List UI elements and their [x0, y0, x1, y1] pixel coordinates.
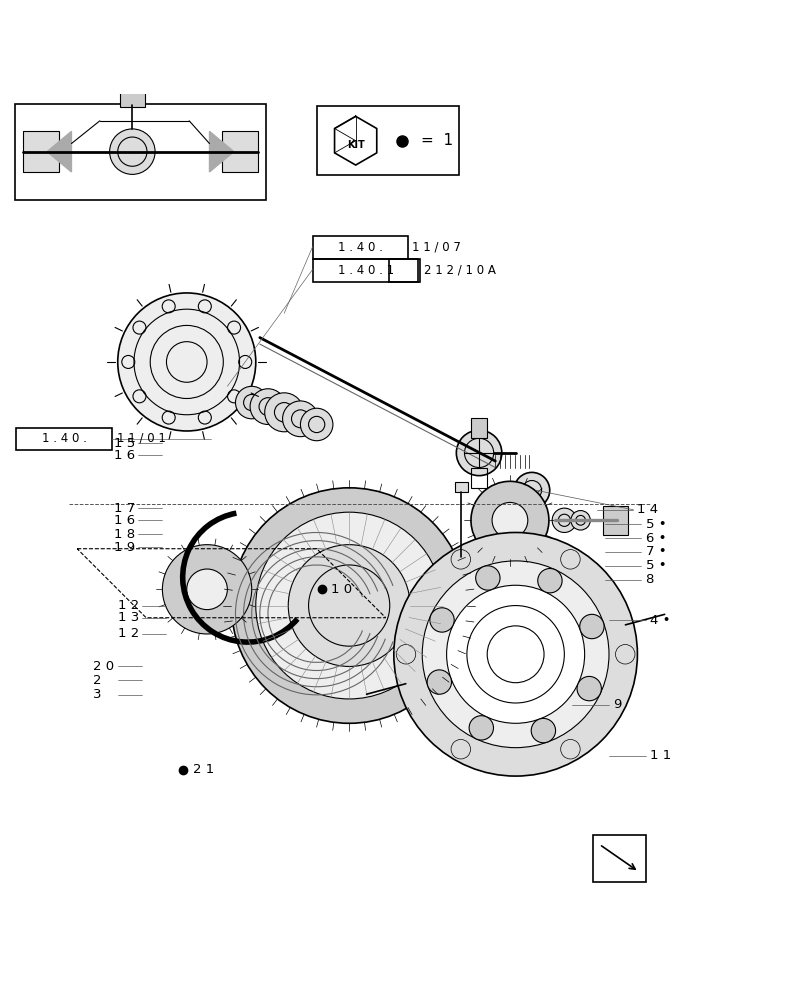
Circle shape — [570, 511, 590, 530]
Circle shape — [475, 566, 500, 590]
Circle shape — [282, 401, 318, 437]
Text: 1 6: 1 6 — [114, 514, 135, 527]
Text: 1 2: 1 2 — [118, 627, 139, 640]
Bar — [15, 104, 266, 200]
Text: 7 •: 7 • — [645, 545, 665, 558]
Polygon shape — [209, 131, 234, 172]
Polygon shape — [47, 131, 71, 172]
Text: 3: 3 — [93, 688, 101, 701]
Circle shape — [264, 393, 303, 432]
Circle shape — [231, 488, 466, 723]
Text: 4 •: 4 • — [649, 614, 669, 627]
Circle shape — [187, 569, 227, 610]
Text: 8: 8 — [645, 573, 653, 586]
Text: 1 . 4 0 .: 1 . 4 0 . — [337, 241, 383, 254]
Bar — [120, 87, 144, 107]
Text: 1 1 / 0 7: 1 1 / 0 7 — [412, 241, 461, 254]
Text: 5 •: 5 • — [645, 559, 665, 572]
Circle shape — [530, 718, 555, 743]
Circle shape — [551, 508, 576, 532]
Circle shape — [470, 481, 548, 559]
Text: 2 0: 2 0 — [93, 660, 114, 673]
Bar — [312, 236, 408, 259]
Bar — [312, 259, 419, 282]
Text: KIT: KIT — [346, 140, 364, 150]
Circle shape — [579, 614, 603, 639]
Bar — [388, 259, 418, 282]
Bar — [454, 482, 467, 492]
Text: 1 7: 1 7 — [114, 502, 135, 515]
Circle shape — [427, 670, 451, 694]
Text: 2 1 2 / 1 0 A: 2 1 2 / 1 0 A — [423, 264, 496, 277]
Text: 2: 2 — [93, 674, 101, 687]
Circle shape — [429, 608, 453, 632]
Text: 1 1 / 0 1: 1 1 / 0 1 — [117, 432, 165, 445]
Circle shape — [393, 532, 637, 776]
Text: 1 . 4 0 . 1: 1 . 4 0 . 1 — [337, 264, 394, 277]
Circle shape — [118, 293, 255, 431]
Bar — [592, 835, 645, 882]
Circle shape — [162, 545, 251, 634]
Bar — [16, 428, 112, 450]
Text: 1 8: 1 8 — [114, 528, 135, 541]
Text: 5 •: 5 • — [645, 518, 665, 531]
Text: 1 5: 1 5 — [114, 437, 135, 450]
Circle shape — [513, 472, 549, 508]
Text: 1 4: 1 4 — [637, 503, 658, 516]
Text: 2 1: 2 1 — [193, 763, 214, 776]
Text: 1 9: 1 9 — [114, 541, 135, 554]
Bar — [23, 131, 59, 172]
Text: 1 . 4 0 .: 1 . 4 0 . — [41, 432, 87, 445]
Circle shape — [109, 129, 155, 174]
Text: 1 1: 1 1 — [649, 749, 670, 762]
Text: 6 •: 6 • — [645, 532, 665, 545]
Circle shape — [250, 389, 285, 424]
Text: 1 0: 1 0 — [331, 583, 352, 596]
Bar — [316, 106, 458, 175]
Text: 1 6: 1 6 — [114, 449, 135, 462]
Circle shape — [491, 502, 527, 538]
Text: 9: 9 — [612, 698, 620, 711]
Circle shape — [537, 569, 561, 593]
Circle shape — [469, 716, 493, 740]
Bar — [470, 468, 487, 488]
Circle shape — [288, 545, 410, 666]
Text: 1 2: 1 2 — [118, 599, 139, 612]
Circle shape — [235, 386, 268, 419]
Bar — [602, 506, 628, 535]
Circle shape — [422, 561, 608, 748]
Circle shape — [456, 430, 501, 476]
Text: 1 3: 1 3 — [118, 611, 139, 624]
Circle shape — [446, 585, 584, 723]
Circle shape — [577, 676, 601, 701]
Circle shape — [255, 512, 442, 699]
Circle shape — [300, 408, 333, 441]
Text: =  1: = 1 — [420, 133, 453, 148]
Bar — [470, 418, 487, 438]
Bar — [221, 131, 258, 172]
